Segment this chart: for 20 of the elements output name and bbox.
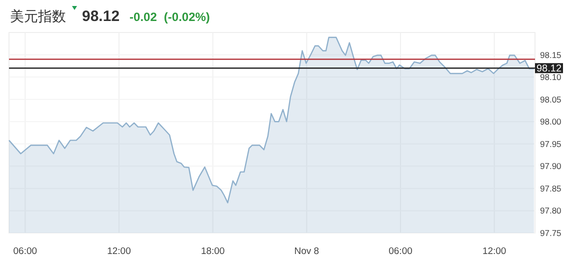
x-tick-label: 18:00 [200, 246, 225, 257]
x-tick-label: 06:00 [388, 246, 412, 257]
x-tick-label: 12:00 [107, 246, 131, 257]
y-tick-label: 98.10 [540, 72, 562, 82]
y-tick-label: 97.85 [540, 183, 562, 194]
text: -0.02 [130, 10, 158, 24]
chart-title: 美元指数 [10, 8, 66, 24]
x-tick-label: 06:00 [13, 246, 38, 257]
text: (-0.02%) [164, 10, 210, 24]
y-tick-label: 98.15 [540, 50, 562, 60]
y-tick-label: 97.80 [540, 206, 562, 216]
x-tick-label: Nov 8 [294, 246, 320, 257]
y-tick-label: 98.00 [540, 116, 562, 127]
ref-line-label: 98.12 [536, 64, 562, 75]
y-tick-label: 98.05 [540, 94, 562, 104]
x-tick-label: 12:00 [482, 246, 506, 257]
text: 98.12 [82, 8, 120, 25]
y-tick-label: 97.75 [540, 228, 562, 238]
y-tick-label: 97.95 [540, 138, 562, 149]
y-tick-label: 97.90 [540, 161, 562, 172]
